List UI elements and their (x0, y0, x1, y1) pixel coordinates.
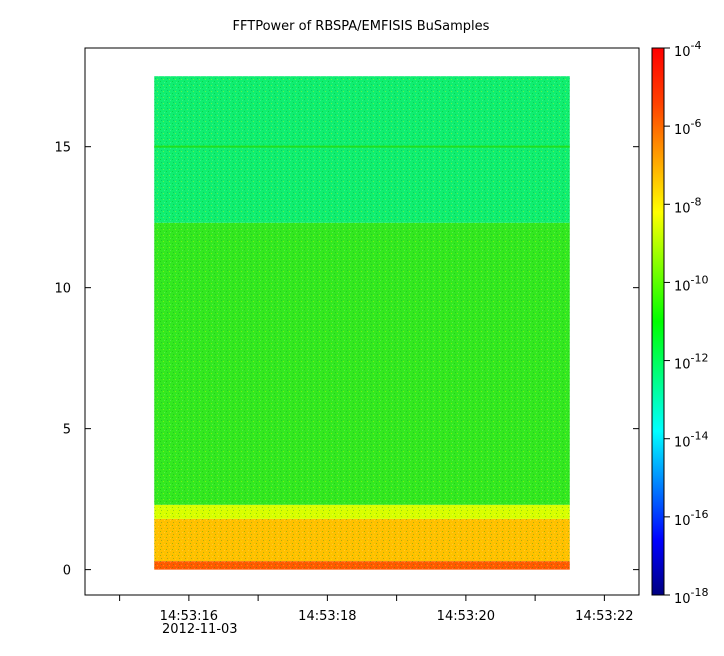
x-tick-label: 14:53:20 (437, 609, 495, 624)
colorbar-tick-label: 10-8 (674, 195, 702, 216)
colorbar (651, 47, 665, 596)
x-axis: 14:53:16 14:53:18 14:53:20 14:53:22 (119, 595, 634, 624)
colorbar-tick-label: 10-14 (674, 430, 709, 451)
y-tick-label: 0 (63, 564, 71, 579)
x-axis-date-label: 2012-11-03 (162, 622, 238, 637)
colorbar-tick-label: 10-4 (674, 39, 702, 60)
spectrogram-texture (154, 76, 570, 570)
y-tick-label: 10 (54, 282, 71, 297)
x-tick-label: 14:53:18 (298, 609, 356, 624)
y-axis: 0 5 10 15 (54, 141, 639, 579)
colorbar-tick-label: 10-6 (674, 117, 702, 138)
colorbar-tick-label: 10-12 (674, 352, 709, 373)
colorbar-tick-label: 10-16 (674, 508, 709, 529)
colorbar-tick-label: 10-18 (674, 586, 709, 607)
colorbar-tick-label: 10-10 (674, 273, 709, 294)
x-tick-label: 14:53:16 (160, 609, 218, 624)
y-tick-label: 15 (54, 141, 71, 156)
y-tick-label: 5 (63, 423, 71, 438)
x-tick-label: 14:53:22 (575, 609, 633, 624)
chart-title: FFTPower of RBSPA/EMFISIS BuSamples (233, 19, 490, 34)
colorbar-ticks: 10-4 10-6 10-8 10-10 10-12 10-14 10-16 10-18 (664, 39, 709, 607)
